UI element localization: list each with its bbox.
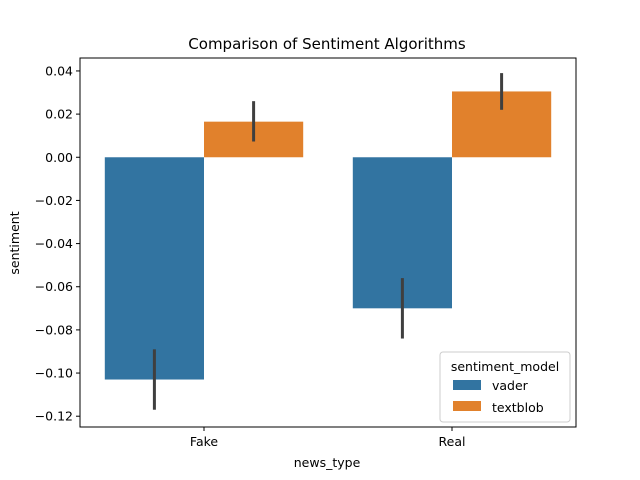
bar-vader-fake	[104, 157, 204, 380]
y-tick-label: 0.04	[45, 63, 73, 78]
x-tick-label: Real	[439, 434, 466, 449]
y-tick-label: −0.10	[35, 366, 73, 381]
x-tick-label: Fake	[190, 434, 218, 449]
y-tick-label: 0.00	[45, 150, 73, 165]
legend-label-textblob: textblob	[492, 400, 544, 415]
y-tick-label: −0.06	[35, 279, 73, 294]
x-axis-label: news_type	[294, 455, 361, 470]
y-tick-label: −0.02	[35, 193, 73, 208]
legend-title: sentiment_model	[451, 359, 559, 374]
y-tick-label: −0.04	[35, 236, 73, 251]
axes-frame	[79, 57, 577, 428]
legend-label-vader: vader	[492, 378, 529, 393]
legend: sentiment_model vader textblob	[439, 351, 571, 423]
y-tick-label: −0.08	[35, 322, 73, 337]
chart-title: Comparison of Sentiment Algorithms	[188, 35, 466, 53]
legend-swatch-vader	[453, 380, 481, 390]
y-axis-label: sentiment	[7, 211, 22, 274]
plot-area: 0.04 0.02 0.00 −0.02 −0.04 −0.06 −0.08 −0.10 −0.…	[35, 57, 577, 449]
y-tick-label: −0.12	[35, 409, 73, 424]
y-tick-label: 0.02	[45, 107, 73, 122]
legend-swatch-textblob	[453, 401, 481, 411]
